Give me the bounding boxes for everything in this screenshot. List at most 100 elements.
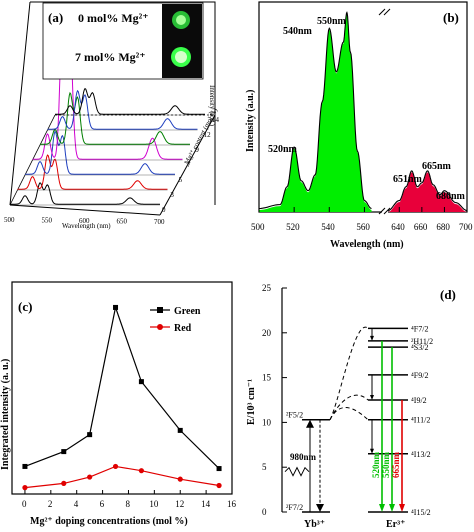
a-xtick-500: 500: [4, 216, 15, 224]
panel-c-label: (c): [18, 299, 32, 314]
spectrum-mg-12: [47, 89, 198, 130]
a-xtick-700: 700: [154, 218, 165, 226]
panel-a-xlabel: Wavelength (nm): [62, 222, 111, 230]
glow-core-7: [175, 51, 187, 63]
peak-520nm: 520nm: [268, 144, 298, 155]
a-xtick-650: 650: [117, 218, 128, 226]
panel-d: 0 5 10 15 20 25 E/10³ cm⁻¹ (d) ²F5/2 ²F7/2 ⁴F7/…: [246, 283, 456, 530]
pump-squiggle: [284, 466, 310, 477]
peak-550nm: 550nm: [317, 16, 347, 27]
ion-yb-label: Yb³⁺: [304, 519, 325, 530]
er-level-label-7: ⁴I15/2: [411, 508, 431, 517]
spectrum-mg-9: [40, 91, 190, 145]
legend-green-label: Green: [174, 306, 201, 317]
er-level-label-4: ⁴I9/2: [411, 396, 427, 405]
panel-c-frame: [11, 281, 233, 495]
panel-c-ylabel: Integrated intensity (a. u.): [0, 359, 11, 470]
spectrum-mg-0: [10, 182, 160, 205]
a-ztick-5: 5: [179, 176, 183, 184]
panel-d-label: (d): [440, 287, 456, 302]
peak-665nm: 665nm: [422, 161, 452, 172]
green-point-3: [61, 449, 67, 455]
yb-relax-head: [316, 504, 324, 512]
panel-a-spectra: [10, 22, 205, 206]
legend-7-mol: 7 mol% Mg²⁺: [75, 50, 146, 64]
red-point-5: [87, 474, 93, 480]
top-break-1: [378, 8, 386, 16]
c-tick-2: 2: [48, 499, 53, 509]
red-point-7: [112, 463, 119, 470]
c-tick-12: 12: [175, 499, 184, 509]
legend-red-label: Red: [174, 323, 192, 334]
panel-c-x-ticks: 0 2 4 6 8 10 12 14 16: [22, 490, 237, 509]
panel-a-left-edge: [9, 1, 31, 206]
panel-b-xlabel: Wavelength (nm): [330, 239, 404, 250]
b-tick-540: 540: [321, 222, 335, 232]
panel-a-ylabel: Intensity (a.u.): [208, 85, 216, 127]
green-point-7: [113, 304, 119, 310]
a-ztick-9: 9: [195, 146, 199, 154]
d-tick-0: 0: [262, 507, 267, 517]
panel-a-depth-edge: [159, 114, 216, 216]
panel-c-plot: [22, 304, 222, 491]
legend-0-mol: 0 mol% Mg²⁺: [78, 11, 149, 25]
red-point-0: [22, 485, 28, 491]
b-tick-680: 680: [436, 222, 450, 232]
red-point-9: [138, 468, 145, 474]
legend-green-marker: [157, 307, 163, 313]
excitation-label: 980nm: [290, 452, 317, 462]
a-ztick-3: 3: [170, 191, 174, 199]
green-emission-area: [259, 14, 372, 212]
b-tick-520: 520: [286, 222, 300, 232]
er-level-label-1: ²H11/2: [411, 337, 433, 346]
a-xtick-550: 550: [42, 217, 53, 225]
green-point-12: [177, 427, 183, 433]
c-tick-0: 0: [22, 499, 27, 509]
top-break-2: [383, 8, 391, 16]
bottom-break-1: [378, 207, 386, 215]
panel-b-x-ticks: 500 520 540 560 640 660 680 700: [251, 207, 473, 232]
bottom-break-2: [383, 207, 391, 215]
red-emission-outline: [387, 170, 468, 212]
emission-label-550nm: 550nm: [381, 451, 391, 478]
d-tick-10: 10: [262, 417, 272, 427]
a-ztick-14: 14: [212, 116, 220, 124]
b-tick-660: 660: [414, 222, 428, 232]
b-tick-500: 500: [251, 222, 265, 232]
a-xtick-600: 600: [79, 217, 90, 225]
peak-651nm: 651nm: [393, 174, 423, 185]
er-level-label-5: ⁴I11/2: [411, 416, 430, 425]
top-break-gap: [382, 8, 388, 16]
yb-level-label-ground: ²F7/2: [286, 503, 303, 512]
spectrum-mg-3: [17, 154, 168, 190]
c-tick-8: 8: [125, 499, 130, 509]
b-tick-700: 700: [459, 222, 473, 232]
green-emission-outline: [258, 11, 372, 210]
emission-label-520nm: 520nm: [371, 451, 381, 478]
nonrad-head-1: [370, 395, 374, 400]
d-tick-15: 15: [262, 373, 272, 383]
er-level-label-3: ⁴F9/2: [411, 371, 428, 380]
b-tick-640: 640: [391, 222, 405, 232]
emission-head-0: [379, 504, 385, 512]
series-red-line: [24, 465, 220, 489]
yb-excitation-head: [306, 419, 314, 428]
energy-transfer-1: [329, 394, 369, 420]
c-tick-6: 6: [100, 499, 105, 509]
yb-level-label-upper: ²F5/2: [286, 411, 303, 420]
spectrum-mg-14: [55, 87, 205, 115]
er-level-label-0: ⁴F7/2: [411, 324, 428, 333]
red-point-3: [61, 480, 67, 486]
green-point-5: [87, 432, 93, 438]
panel-a-back-frame: [30, 1, 216, 205]
a-ztick-7: 7: [187, 161, 191, 169]
c-tick-14: 14: [201, 499, 211, 509]
green-point-15: [216, 466, 222, 472]
a-ztick-0: 0: [162, 206, 166, 214]
panel-c: (c) 0 2 4 6 8 10 12 14 16 Mg²⁺ doping concentrat…: [0, 281, 237, 527]
red-point-15: [216, 482, 222, 489]
red-point-12: [177, 476, 183, 482]
